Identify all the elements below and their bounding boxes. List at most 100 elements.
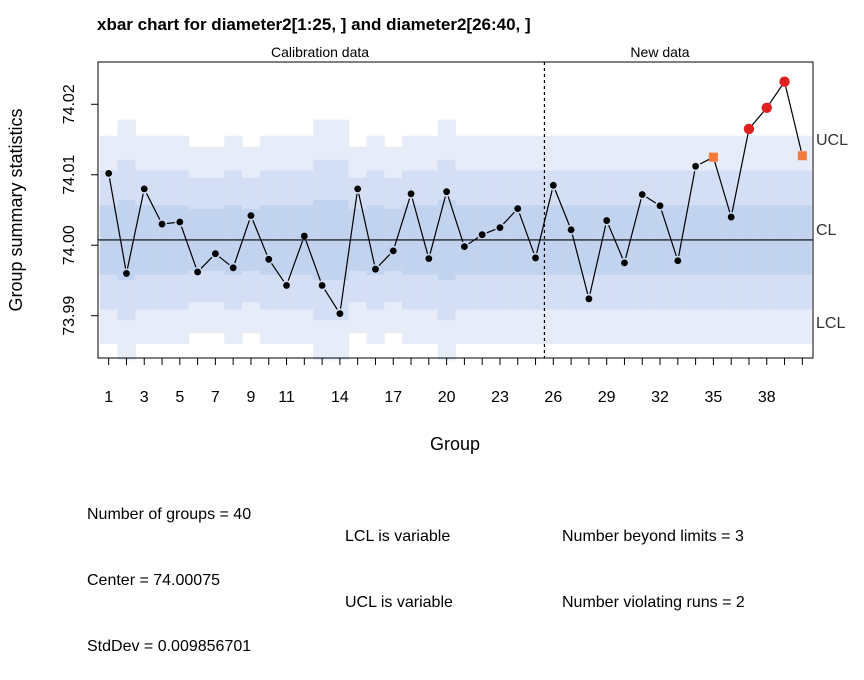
series-segment [447, 196, 464, 243]
series-segment [340, 193, 358, 309]
series-segment [358, 193, 375, 265]
series-segment [305, 240, 321, 281]
x-tick-label: 26 [544, 389, 562, 406]
series-segment [411, 198, 429, 254]
point-violating-run [797, 151, 807, 161]
series-segment [571, 234, 589, 295]
data-point [105, 169, 113, 177]
series-line [108, 85, 802, 310]
data-point [158, 220, 166, 228]
point-beyond-limits [743, 123, 755, 135]
data-point [336, 310, 344, 317]
series-segment [714, 161, 731, 213]
series-segment [678, 171, 696, 256]
x-tick-label: 3 [140, 389, 149, 406]
series-segment [661, 210, 677, 257]
stats-right: Number beyond limits = 3 Number violatin… [562, 482, 745, 636]
series-segment [468, 236, 479, 245]
data-point [656, 202, 664, 210]
data-point [211, 250, 219, 258]
series-segment [486, 228, 496, 234]
series-segment [608, 224, 624, 259]
stat-lcl: LCL is variable [345, 528, 451, 545]
point-beyond-limits [779, 76, 790, 87]
series-points [105, 76, 807, 317]
series-segment [180, 226, 197, 268]
series-segment [518, 213, 535, 254]
data-point [123, 270, 130, 277]
series-segment [166, 221, 175, 225]
data-point [229, 264, 237, 272]
x-tick-label: 14 [331, 389, 349, 406]
y-axis-label: Group summary statistics [6, 108, 26, 311]
data-point [727, 213, 735, 221]
data-point [638, 191, 646, 198]
data-point [496, 224, 504, 232]
x-tick-label: 17 [384, 389, 402, 406]
series-segment [218, 256, 230, 266]
data-point [425, 255, 433, 263]
data-point [283, 282, 290, 289]
series-segment [429, 196, 446, 254]
series-segment [646, 196, 657, 204]
series-segment [108, 178, 127, 269]
cl-label: CL [816, 222, 837, 239]
section-label-new: New data [630, 44, 689, 60]
series-segment [589, 225, 607, 295]
series-segment [252, 220, 268, 255]
x-tick-label: 1 [104, 389, 113, 406]
data-point [318, 282, 326, 289]
x-tick-label: 32 [651, 389, 669, 406]
series-segment [769, 85, 783, 105]
x-tick-label: 38 [758, 389, 776, 406]
y-tick-label: 74.01 [61, 155, 78, 195]
data-point [567, 226, 575, 234]
x-tick-label: 9 [247, 389, 256, 406]
x-tick-label: 20 [438, 389, 456, 406]
data-point [585, 295, 593, 303]
stats-middle: LCL is variable UCL is variable [345, 482, 453, 636]
data-point [194, 268, 202, 276]
x-tick-label: 29 [598, 389, 616, 406]
series-segment [785, 86, 802, 152]
xbar-chart: xbar chart for diameter2[1:25, ] and dia… [6, 15, 848, 454]
x-tick-label: 35 [704, 389, 722, 406]
stat-violating: Number violating runs = 2 [562, 594, 745, 611]
data-point [389, 247, 397, 255]
data-point [354, 185, 362, 193]
series-segment [126, 193, 144, 269]
x-tick-label: 23 [491, 389, 509, 406]
x-tick-label: 7 [211, 389, 220, 406]
point-violating-run [708, 152, 718, 162]
data-point [549, 181, 557, 189]
data-point [140, 185, 148, 193]
data-point [300, 232, 308, 240]
stat-stddev: StdDev = 0.009856701 [87, 638, 252, 655]
stats-left: Number of groups = 40 Center = 74.00075 … [87, 460, 251, 680]
data-point [603, 217, 611, 224]
stat-ucl: UCL is variable [345, 594, 453, 611]
series-segment [378, 254, 391, 267]
series-segment [287, 240, 304, 281]
data-point [247, 212, 255, 220]
series-segment [145, 193, 161, 220]
series-segment [536, 190, 553, 254]
data-point [265, 255, 273, 263]
data-point [407, 190, 415, 198]
data-point [372, 265, 379, 273]
lcl-label: LCL [816, 315, 845, 332]
point-beyond-limits [761, 102, 772, 114]
data-point [514, 205, 522, 212]
ucl-label: UCL [816, 132, 848, 149]
stat-center: Center = 74.00075 [87, 572, 220, 589]
data-point [674, 257, 682, 265]
data-point [460, 243, 468, 251]
data-point [478, 231, 486, 239]
data-point [621, 259, 628, 267]
plot-frame [97, 61, 814, 359]
data-point [532, 254, 539, 262]
series-segment [699, 158, 710, 165]
y-tick-label: 73.99 [61, 296, 78, 336]
section-label-calibration: Calibration data [271, 44, 369, 60]
